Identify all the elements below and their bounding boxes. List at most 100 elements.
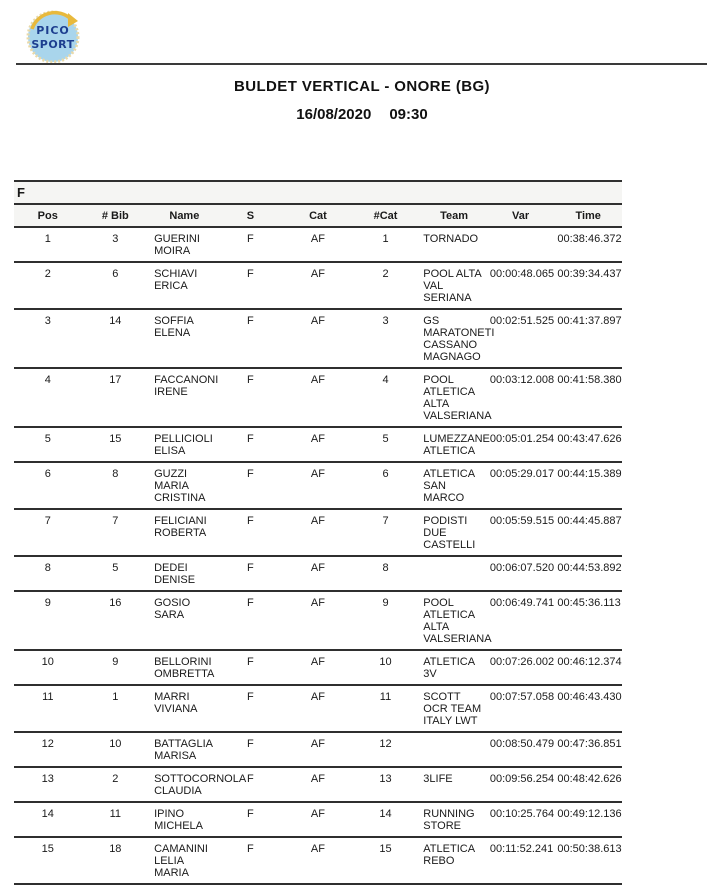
cell-var: 00:06:07.520 [489, 562, 555, 574]
category-group-label: F [17, 185, 25, 200]
cell-cat: AF [310, 656, 325, 668]
cell-cat: AF [310, 433, 325, 445]
cell-s: F [247, 691, 254, 703]
cell-bib: 8 [112, 468, 119, 480]
cell-time: 00:46:12.374 [557, 656, 622, 668]
cell-cat: AF [310, 773, 325, 785]
event-datetime: 16/08/2020 09:30 [0, 106, 724, 123]
cell-ncat: 10 [379, 656, 392, 668]
cell-var: 00:11:52.241 [489, 843, 554, 855]
cell-cat: AF [310, 268, 325, 280]
cell-team [419, 732, 487, 767]
cell-cat: AF [310, 315, 325, 327]
column-header-s: S [246, 210, 255, 222]
cell-bib: 9 [112, 656, 119, 668]
cell-time: 00:41:58.380 [557, 374, 622, 386]
cell-cat: AF [310, 597, 325, 609]
cell-name: SCHIAVI ERICA [154, 268, 198, 292]
cell-var: 00:07:57.058 [489, 691, 555, 703]
cell-var: 00:06:49.741 [489, 597, 555, 609]
cell-bib: 10 [109, 738, 122, 750]
cell-cat: AF [310, 374, 325, 386]
cell-team: PODISTI DUE CASTELLI [423, 515, 476, 551]
cell-team: TORNADO [423, 233, 479, 245]
cell-bib: 3 [112, 233, 119, 245]
cell-pos: 2 [44, 268, 51, 280]
cell-pos: 13 [41, 773, 54, 785]
cell-bib: 7 [112, 515, 119, 527]
pico-sport-logo-graphic: PICO SPORT [26, 10, 80, 64]
cell-ncat: 9 [382, 597, 389, 609]
cell-pos: 9 [44, 597, 51, 609]
cell-bib: 1 [112, 691, 119, 703]
cell-name: FACCANONI IRENE [154, 374, 219, 398]
cell-pos: 3 [44, 315, 51, 327]
cell-pos: 7 [44, 515, 51, 527]
column-header-name: Name [169, 210, 200, 222]
cell-team: ATLETICA REBO [423, 843, 475, 867]
cell-pos: 11 [42, 691, 54, 703]
cell-time: 00:38:46.372 [557, 233, 622, 245]
cell-pos: 10 [41, 656, 54, 668]
table-row: 5 15 PELLICIOLI ELISA F AF 5 LUMEZZANE ATLETIC… [14, 427, 622, 462]
cell-name: PELLICIOLI ELISA [154, 433, 213, 457]
cell-s: F [247, 597, 254, 609]
cell-var [487, 227, 555, 262]
title-block: BULDET VERTICAL - ONORE (BG) 16/08/2020 … [0, 78, 724, 123]
column-header-ncat: #Cat [373, 210, 398, 222]
table-header-row: Pos # Bib Name S Cat #Cat Team Var Time [14, 204, 622, 227]
cell-time: 00:45:36.113 [557, 597, 621, 609]
cell-var: 00:00:48.065 [489, 268, 555, 280]
cell-bib: 18 [109, 843, 122, 855]
column-header-time: Time [575, 210, 601, 222]
cell-name: BATTAGLIA MARISA [154, 738, 213, 762]
column-header-var: Var [512, 210, 530, 222]
cell-s: F [247, 843, 254, 855]
cell-bib: 11 [109, 808, 122, 820]
cell-team [419, 556, 487, 591]
cell-team: ATLETICA SAN MARCO [423, 468, 475, 504]
cell-var: 00:02:51.525 [489, 315, 555, 327]
cell-s: F [247, 315, 254, 327]
cell-name: IPINO MICHELA [154, 808, 203, 832]
cell-var: 00:05:01.254 [489, 433, 555, 445]
cell-s: F [247, 656, 254, 668]
results-body: 1 3 GUERINI MOIRA F AF 1 TORNADO 00:38:46.372 2 6… [14, 227, 622, 884]
cell-s: F [247, 515, 254, 527]
cell-cat: AF [310, 843, 325, 855]
table-row: 15 18 CAMANINI LELIA MARIA F AF 15 ATLETICA RE… [14, 837, 622, 884]
cell-name: SOFFIA ELENA [154, 315, 194, 339]
cell-name: GOSIO SARA [154, 597, 191, 621]
cell-time: 00:48:42.626 [557, 773, 622, 785]
cell-ncat: 3 [382, 315, 389, 327]
table-row: 7 7 FELICIANI ROBERTA F AF 7 PODISTI DUE CASTE… [14, 509, 622, 556]
table-row: 11 1 MARRI VIVIANA F AF 11 SCOTT OCR TEAM ITAL… [14, 685, 622, 732]
cell-var: 00:10:25.764 [489, 808, 555, 820]
cell-ncat: 1 [382, 233, 389, 245]
table-row: 14 11 IPINO MICHELA F AF 14 RUNNING STORE 00:10… [14, 802, 622, 837]
cell-ncat: 12 [379, 738, 392, 750]
cell-cat: AF [310, 738, 325, 750]
cell-ncat: 15 [379, 843, 392, 855]
cell-team: POOL ALTA VAL SERIANA [423, 268, 482, 304]
cell-pos: 14 [41, 808, 54, 820]
cell-name: SOTTOCORNOLA CLAUDIA [154, 773, 246, 797]
cell-s: F [247, 562, 254, 574]
logo-text-line1: PICO [36, 24, 70, 37]
cell-cat: AF [310, 468, 325, 480]
cell-pos: 8 [44, 562, 51, 574]
column-header-bib: # Bib [101, 210, 129, 222]
cell-bib: 14 [109, 315, 122, 327]
cell-bib: 6 [112, 268, 119, 280]
cell-time: 00:46:43.430 [557, 691, 622, 703]
table-row: 10 9 BELLORINI OMBRETTA F AF 10 ATLETICA 3V 00:… [14, 650, 622, 685]
cell-time: 00:47:36.851 [557, 738, 622, 750]
cell-s: F [247, 433, 254, 445]
table-row: 12 10 BATTAGLIA MARISA F AF 12 00:08:50.479 00:… [14, 732, 622, 767]
cell-team: RUNNING STORE [423, 808, 475, 832]
cell-s: F [247, 374, 254, 386]
cell-name: FELICIANI ROBERTA [154, 515, 207, 539]
cell-s: F [247, 233, 254, 245]
table-row: 4 17 FACCANONI IRENE F AF 4 POOL ATLETICA ALTA… [14, 368, 622, 427]
cell-ncat: 6 [382, 468, 389, 480]
